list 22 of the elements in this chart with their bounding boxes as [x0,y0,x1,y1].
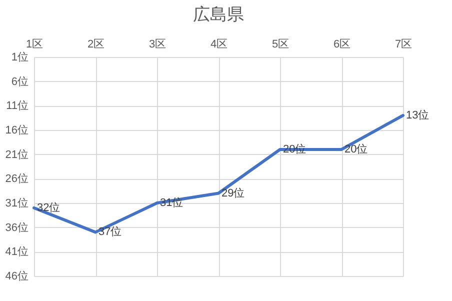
y-tick-label: 11位 [6,100,28,112]
x-tick-label: 1区 [26,38,44,50]
x-tick-label: 7区 [394,38,412,50]
data-label: 13位 [406,109,430,122]
y-tick-label: 6位 [11,76,28,88]
x-tick-label: 5区 [272,38,290,50]
x-tick-label: 6区 [333,38,351,50]
y-tick-label: 46位 [5,270,28,282]
y-tick-label: 16位 [5,124,28,136]
y-tick-label: 31位 [5,198,28,210]
y-tick-label: 41位 [5,246,28,258]
chart-title: 広島県 [193,5,244,24]
x-tick-label: 3区 [148,38,166,50]
y-tick-label: 36位 [5,222,28,234]
y-tick-label: 1位 [11,52,28,64]
y-tick-label: 21位 [5,148,28,161]
data-label: 20位 [344,143,368,156]
data-label: 29位 [222,187,245,200]
data-label: 37位 [98,226,122,238]
y-tick-label: 26位 [5,173,28,186]
x-tick-label: 2区 [87,38,105,50]
x-tick-label: 4区 [210,38,228,50]
